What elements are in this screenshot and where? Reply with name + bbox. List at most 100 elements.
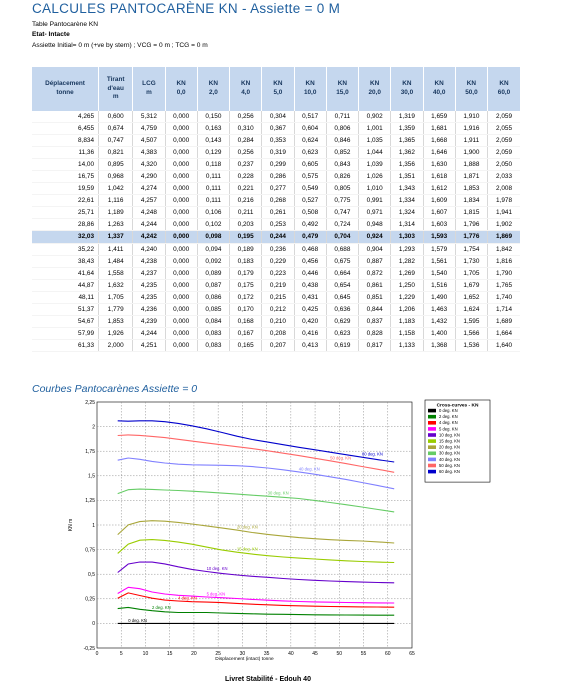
table-cell: 0,168 [229, 315, 262, 328]
table-cell: 0,000 [164, 291, 198, 304]
table-cell: 1,853 [98, 315, 133, 328]
table-cell: 4,383 [132, 146, 166, 160]
table-cell: 0,087 [196, 279, 230, 292]
header-line: 30,0 [400, 89, 414, 96]
table-cell: 1,659 [422, 111, 456, 124]
y-tick-label: 1 [92, 523, 95, 529]
table-cell: 0,843 [325, 158, 359, 172]
table-cell: 1,319 [390, 111, 424, 124]
table-cell: 1,516 [422, 279, 456, 292]
legend-entry: 2 deg. KN [439, 414, 458, 419]
table-cell: 0,203 [229, 218, 262, 232]
table-cell: 1,618 [422, 170, 456, 184]
table-cell: 0,102 [196, 218, 230, 232]
table-cell: 0,826 [325, 170, 359, 184]
table-cell: 1,816 [487, 255, 520, 268]
table-cell: 0,629 [325, 315, 359, 328]
table-cell: 1,303 [390, 230, 424, 244]
table-cell: 0,619 [325, 339, 359, 352]
legend-entry: 4 deg. KN [439, 420, 458, 425]
legend-entry: 20 deg. KN [439, 445, 460, 450]
table-cell: 4,244 [132, 218, 166, 232]
x-tick-label: 40 [288, 651, 294, 657]
kn-table: Déplacement tonne Tirant d'eau m LCG m KN 0,0 KN 2… [32, 67, 520, 352]
table-cell: 1,646 [422, 146, 456, 160]
table-cell: 1,314 [390, 218, 424, 232]
table-cell: 0,212 [261, 303, 295, 316]
table-header-cell: KN 50,0 [454, 67, 488, 111]
table-cell: 0,844 [358, 303, 391, 316]
table-cell: 1,368 [422, 339, 456, 352]
table-cell: 0,605 [293, 158, 327, 172]
table-cell: 0,236 [261, 243, 295, 256]
header-line: KN [241, 80, 251, 88]
table-cell: 0,000 [164, 255, 198, 268]
table-cell: 1,705 [98, 291, 133, 304]
series-line [117, 420, 395, 463]
table-cell: 1,133 [390, 339, 424, 352]
table-cell: 1,681 [422, 122, 456, 136]
x-tick-label: 55 [361, 651, 367, 657]
table-cell: 0,098 [196, 230, 230, 244]
table-cell: 2,033 [487, 170, 520, 184]
table-cell: 0,000 [164, 303, 198, 316]
table-cell: 1,411 [98, 243, 133, 256]
table-cell: 1,679 [454, 279, 488, 292]
table-cell: 19,59 [32, 182, 99, 196]
table-cell: 41,64 [32, 267, 99, 280]
table-cell: 0,084 [196, 315, 230, 328]
header-line: 0,0 [176, 89, 186, 96]
table-cell: 0,508 [293, 206, 327, 220]
table-cell: 0,111 [196, 182, 230, 196]
table-cell: 0,872 [358, 267, 391, 280]
table-cell: 1,010 [358, 182, 391, 196]
table-cell: 1,334 [390, 194, 424, 208]
header-line: KN [434, 80, 444, 88]
table-cell: 0,425 [293, 303, 327, 316]
table-cell: 2,050 [487, 158, 520, 172]
table-cell: 4,235 [132, 291, 166, 304]
table-cell: 0,479 [293, 230, 327, 244]
table-cell: 1,540 [422, 267, 456, 280]
table-cell: 0,277 [261, 182, 295, 196]
table-cell: 1,900 [454, 146, 488, 160]
legend-swatch [428, 451, 436, 456]
table-cell: 0,319 [261, 146, 295, 160]
table-cell: 0,604 [293, 122, 327, 136]
table-cell: 0,170 [229, 303, 262, 316]
table-cell: 1,432 [422, 315, 456, 328]
legend-swatch [428, 427, 436, 431]
table-cell: 0,747 [98, 134, 133, 148]
table-header-cell: KN 30,0 [390, 67, 424, 111]
section-title: Courbes Pantocarènes Assiette = 0 [32, 383, 198, 395]
header-line: KN [273, 80, 283, 88]
table-cell: 0,438 [293, 279, 327, 292]
initial-conditions: Assiette Initial= 0 m (+ve by stern) ; V… [32, 42, 208, 49]
table-cell: 0,228 [229, 170, 262, 184]
series-line [117, 457, 395, 490]
table-cell: 0,837 [358, 315, 391, 328]
legend-entry: 30 deg. KN [439, 451, 460, 456]
table-row: 16,75 0,968 4,290 0,000 0,111 0,228 0,286 0,575… [32, 170, 520, 184]
table-row: 44,87 1,632 4,235 0,000 0,087 0,175 0,219 0,438… [32, 279, 520, 292]
table-row: 19,59 1,042 4,274 0,000 0,111 0,221 0,277 0,549… [32, 182, 520, 196]
table-cell: 0,805 [325, 182, 359, 196]
table-cell: 1,630 [422, 158, 456, 172]
table-cell: 0,175 [229, 279, 262, 292]
table-cell: 0,150 [196, 111, 230, 124]
header-line: KN [337, 80, 348, 88]
header-line: KN [466, 80, 477, 88]
table-cell: 0,172 [229, 291, 262, 304]
series-label: 15 deg. KN [237, 547, 258, 552]
table-header-cell: KN 20,0 [358, 67, 391, 111]
x-tick-label: 35 [264, 651, 270, 657]
table-cell: 1,888 [454, 158, 488, 172]
series-label: 40 deg. KN [299, 466, 320, 471]
table-cell: 0,000 [164, 134, 198, 148]
header-line: LCG [142, 80, 156, 88]
y-tick-label: 1,25 [85, 498, 95, 504]
series-line [117, 606, 395, 616]
series-label: 20 deg. KN [237, 525, 258, 530]
table-header-cell: Tirant d'eau m [98, 67, 133, 111]
table-cell: 4,235 [132, 279, 166, 292]
